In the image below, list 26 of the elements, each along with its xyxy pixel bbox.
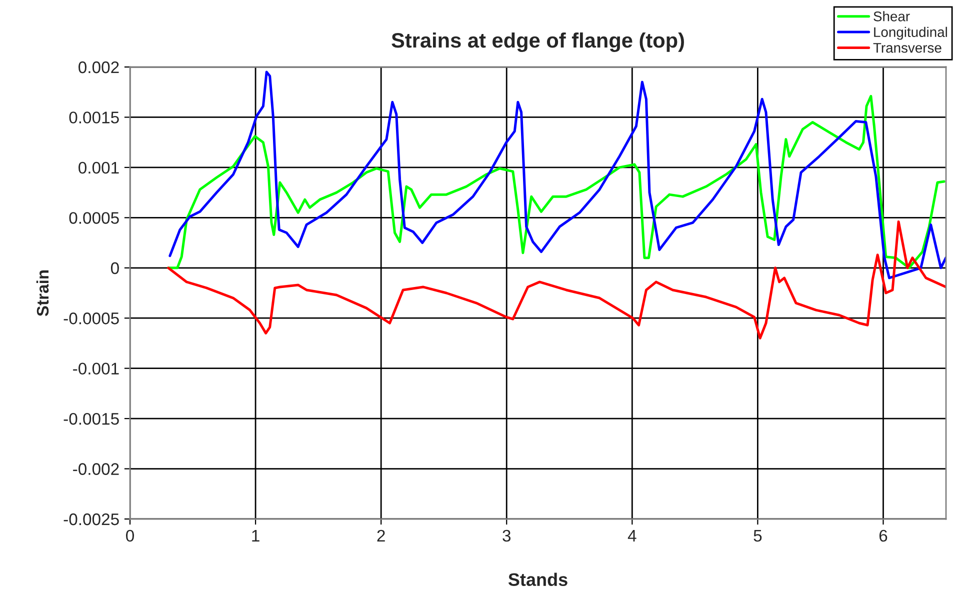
x-tick-label: 5 [754, 530, 762, 542]
legend-label: Longitudinal [874, 26, 947, 40]
y-tick-label: -0.0025 [64, 513, 119, 526]
x-axis-title: Stands [508, 572, 568, 586]
y-tick-label: 0.0015 [69, 112, 119, 124]
x-tick-label: 4 [628, 530, 636, 542]
line-series [168, 70, 946, 280]
y-tick-label: -0.0005 [64, 312, 119, 324]
y-tick-label: 0.0005 [69, 212, 119, 224]
line-series [167, 94, 946, 270]
y-axis-title: Strain [36, 270, 49, 316]
legend-label: Transverse [873, 43, 942, 53]
y-tick-label: -0.001 [73, 362, 119, 375]
chart-title: Strains at edge of flange (top) [392, 32, 684, 52]
x-tick-label: 2 [377, 530, 385, 542]
y-tick-label: 0.001 [78, 162, 119, 174]
line-series [167, 220, 946, 340]
x-tick-label: 1 [252, 530, 260, 542]
legend-label: Shear [874, 11, 910, 22]
y-tick-label: -0.002 [73, 463, 119, 475]
y-tick-label: 0 [110, 262, 119, 274]
y-tick-label: -0.0015 [64, 412, 119, 425]
y-tick-label: 0.002 [78, 61, 119, 74]
x-tick-label: 3 [502, 530, 511, 542]
x-tick-label: 6 [879, 530, 888, 542]
x-tick-label: 0 [126, 530, 134, 542]
